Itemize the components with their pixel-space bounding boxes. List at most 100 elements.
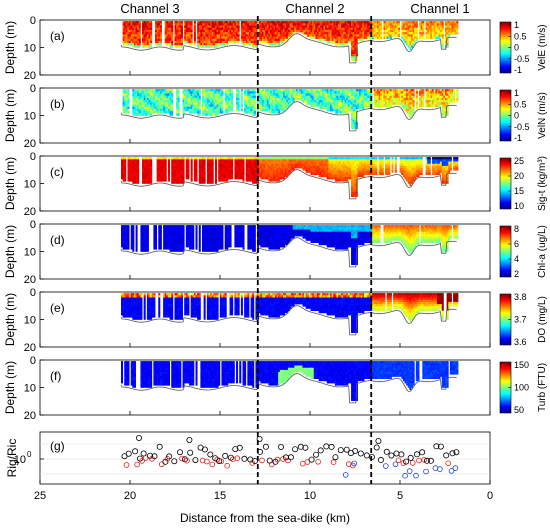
ri-point-red — [395, 457, 402, 464]
ri-point-red — [179, 455, 185, 462]
panel-c: 0 10 20 Depth (m) (c) 25 20 15 10 Sig-t (kg/m³) — [3, 151, 548, 218]
y-tick-label: 20 — [24, 342, 36, 354]
ri-point-red — [416, 457, 422, 464]
colorbar-tick-label: 0 — [514, 111, 519, 121]
colorbar-label: VelN (m/s) — [537, 92, 548, 139]
colorbar-tick-label: 3.7 — [514, 315, 527, 325]
ri-point-blue — [402, 472, 408, 479]
ri-point-red — [280, 456, 286, 462]
ri-point-black — [287, 454, 294, 461]
y-tick-label: 10 — [24, 383, 36, 395]
y-tick-label: 0 — [30, 287, 36, 299]
y-tick-label: 0 — [30, 219, 36, 231]
colorbar-tick-label: 20 — [514, 171, 524, 181]
y-axis-label: Depth (m) — [3, 293, 17, 346]
ri-point-red — [409, 460, 416, 466]
ri-point-black — [437, 443, 444, 450]
colorbar-tick-label: 1 — [514, 20, 519, 30]
ri-point-black — [187, 449, 194, 456]
ri-point-black — [443, 452, 450, 459]
ri-point-black — [232, 446, 239, 453]
ri-point-black — [328, 443, 335, 450]
channel-label: Channel 3 — [120, 1, 179, 16]
ri-point-black — [332, 454, 339, 461]
y-tick-label: 20 — [24, 138, 36, 150]
ri-point-black — [236, 444, 243, 451]
y-tick-label: 0 — [30, 151, 36, 163]
colorbar-tick-label: 0.5 — [514, 99, 527, 109]
colorbar-tick-label: -1 — [514, 65, 522, 75]
colorbar-tick-label: 10 — [514, 201, 524, 211]
y-tick-label: 10 — [24, 247, 36, 259]
y-tick-label: 10 — [24, 179, 36, 191]
channel-label: Channel 1 — [410, 1, 469, 16]
ri-point-black — [308, 456, 315, 463]
ri-point-black — [277, 443, 284, 450]
ri-point-red — [299, 460, 306, 467]
ri-point-blue — [452, 465, 459, 471]
ri-point-black — [413, 451, 420, 458]
panel-letter: (a) — [50, 29, 65, 43]
bathymetry-line — [120, 237, 457, 268]
ri-point-black — [207, 451, 214, 458]
ri-point-black — [201, 446, 208, 453]
colorbar-tick-label: 6 — [514, 239, 519, 249]
y-tick-label: 20 — [24, 70, 36, 82]
colorbar — [499, 225, 512, 278]
panel-letter: (e) — [50, 301, 65, 315]
ri-point-black — [363, 452, 370, 459]
ri-point-black — [135, 434, 142, 441]
ri-point-red — [445, 460, 452, 467]
bathymetry-line — [120, 169, 457, 200]
colorbar-tick-label: 4 — [514, 254, 519, 264]
ri-point-blue — [413, 472, 419, 479]
ri-point-black — [337, 447, 344, 454]
colorbar-label: Chl-a (ug/L) — [537, 225, 548, 278]
x-axis: 25 20 15 10 5 0 Distance from the sea-dike (km… — [34, 490, 493, 525]
ri-point-red — [285, 457, 291, 464]
ri-point-blue — [342, 472, 349, 478]
ri-point-red — [142, 455, 149, 461]
x-tick-label: 25 — [34, 490, 46, 502]
y-axis-label: Depth (m) — [3, 225, 17, 278]
ri-point-black — [403, 458, 410, 465]
ri-point-black — [419, 449, 426, 456]
ri-point-black — [427, 457, 434, 464]
y-tick-label: 20 — [24, 274, 36, 286]
ri-point-blue — [351, 460, 358, 467]
ri-point-black — [323, 443, 330, 450]
ri-point-red — [274, 456, 281, 463]
ri-point-black — [377, 456, 384, 463]
ri-point-black — [352, 447, 359, 454]
bathymetry-line — [120, 33, 457, 64]
panel-letter: (b) — [50, 97, 65, 111]
ri-point-black — [292, 446, 299, 453]
ri-point-black — [192, 457, 199, 464]
y-tick-exponent: 0 — [27, 450, 32, 459]
ri-point-red — [209, 461, 216, 468]
panel-frame — [39, 431, 491, 485]
ri-point-black — [423, 457, 430, 464]
y-tick-label: 20 — [24, 410, 36, 422]
ri-point-black — [317, 447, 324, 454]
ri-point-red — [304, 459, 311, 465]
ri-point-black — [262, 443, 269, 450]
ri-point-black — [453, 449, 460, 456]
x-tick-label: 10 — [304, 490, 316, 502]
colorbar-tick-label: 8 — [514, 224, 519, 234]
ri-point-black — [166, 453, 173, 460]
ri-point-red — [204, 458, 210, 465]
panel-letter: (d) — [50, 233, 65, 247]
bathymetry-line — [120, 101, 457, 132]
y-tick-label: 10 — [24, 43, 36, 55]
colorbar-tick-label: -0.5 — [514, 122, 530, 132]
x-axis-label: Distance from the sea-dike (km) — [180, 511, 350, 525]
ri-point-black — [357, 450, 364, 457]
bathymetry-line — [120, 305, 457, 336]
y-axis-label: Depth (m) — [3, 21, 17, 74]
colorbar-tick-label: 15 — [514, 186, 524, 196]
